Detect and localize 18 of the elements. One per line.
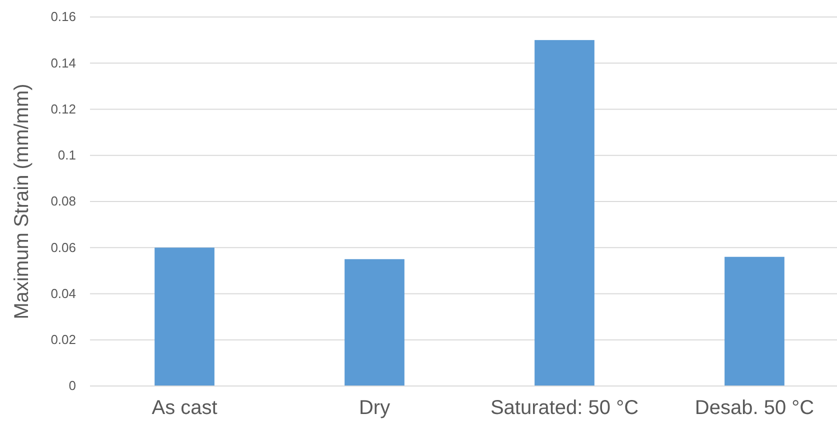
y-tick-label: 0.02 [50,332,76,348]
y-tick-label: 0.06 [50,240,76,255]
y-tick-label: 0.04 [50,286,76,301]
y-tick-label: 0 [68,378,76,394]
bar [154,248,214,386]
y-axis-title: Maximum Strain (mm/mm) [11,84,33,320]
x-tick-label: Desab. 50 °C [694,397,814,420]
y-tick-label: 0.12 [50,101,76,116]
bar [534,40,594,386]
y-tick-label: 0.14 [50,55,76,70]
y-tick-label: 0.1 [58,148,76,163]
x-tick-label: As cast [152,397,218,420]
x-tick-label: Saturated: 50 °C [490,397,639,420]
bar [724,256,784,386]
y-tick-label: 0.16 [50,9,76,24]
y-tick-label: 0.08 [50,194,76,209]
x-tick-label: Dry [358,397,390,420]
bar [344,259,404,386]
